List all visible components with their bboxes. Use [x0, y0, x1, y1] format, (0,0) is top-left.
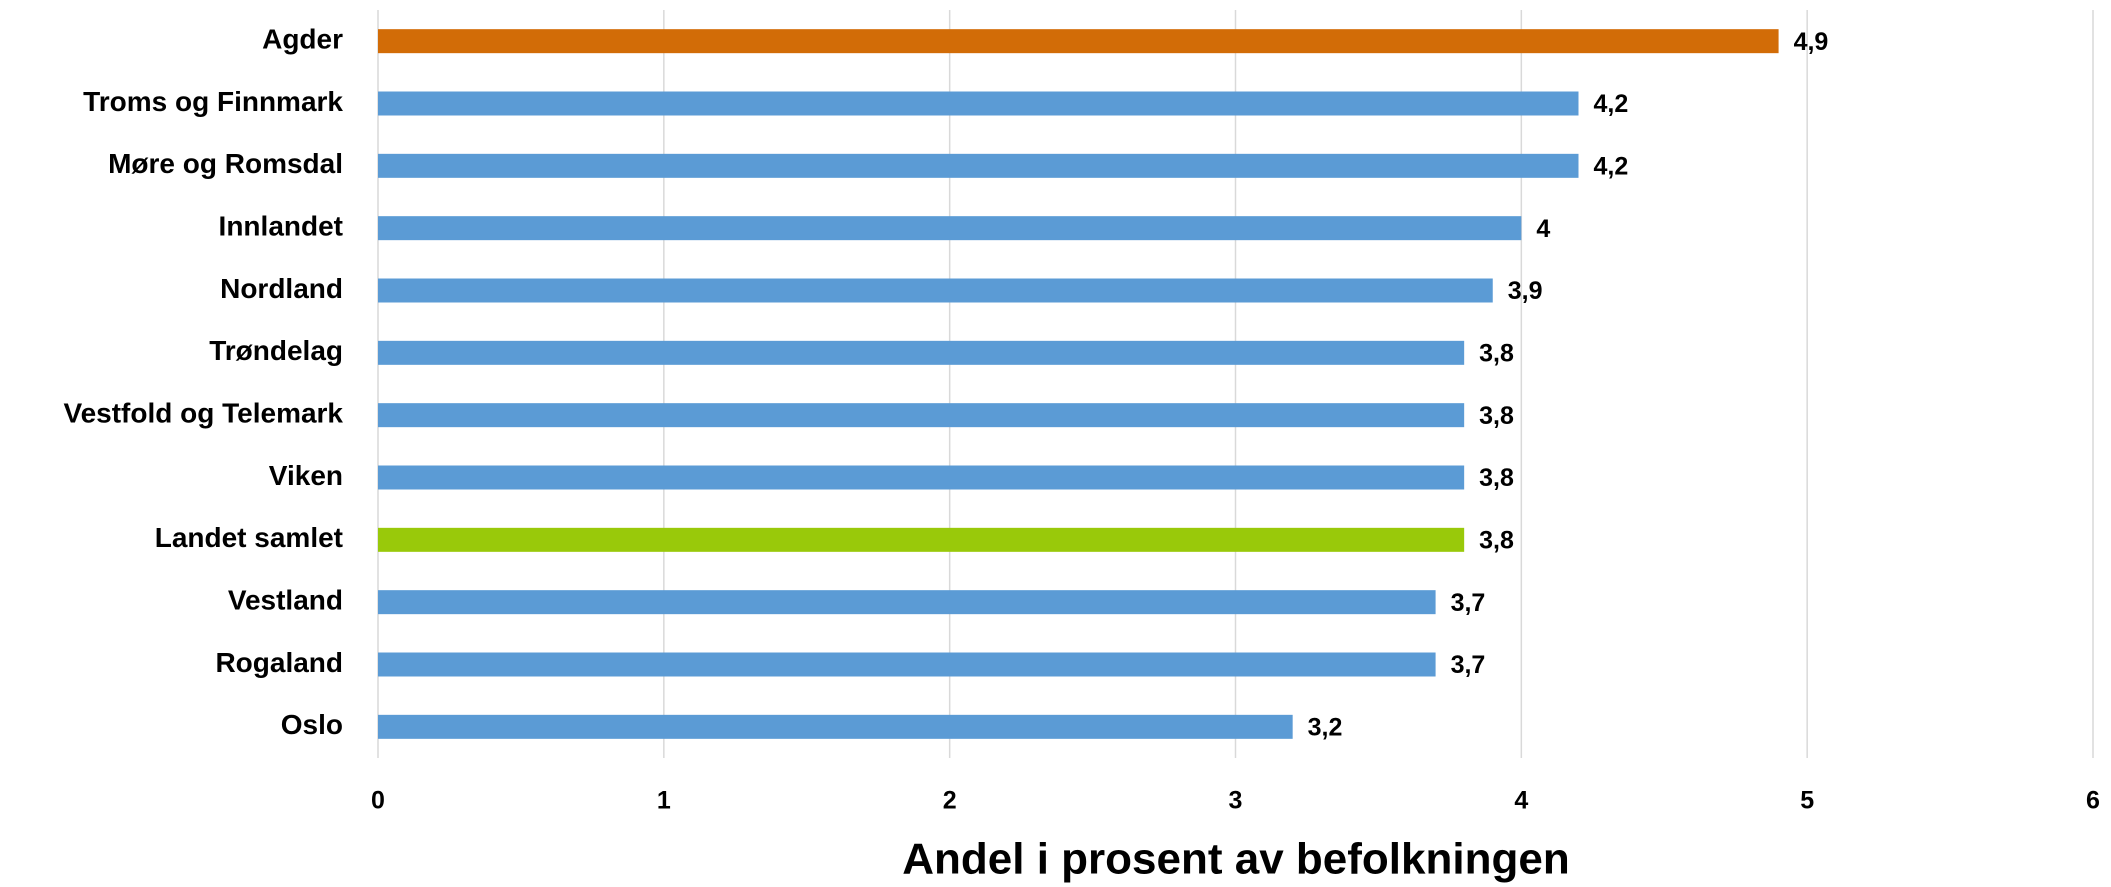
bar [378, 153, 1579, 178]
value-label: 4,9 [1794, 28, 1829, 56]
category-label: Møre og Romsdal [108, 148, 343, 179]
category-label: Oslo [281, 709, 343, 740]
x-tick-label: 0 [371, 787, 385, 815]
value-label: 3,7 [1451, 651, 1486, 679]
bar [378, 465, 1465, 490]
value-label: 3,8 [1479, 464, 1514, 492]
bar [378, 340, 1465, 365]
bar [378, 216, 1522, 241]
value-label: 3,2 [1308, 713, 1343, 741]
x-tick-label: 2 [943, 787, 957, 815]
category-label: Vestland [228, 585, 343, 616]
value-label: 3,7 [1451, 589, 1486, 617]
category-label: Vestfold og Telemark [63, 398, 343, 429]
category-label: Trøndelag [209, 335, 343, 366]
value-label: 3,8 [1479, 526, 1514, 554]
x-tick-label: 1 [657, 787, 671, 815]
category-label: Nordland [220, 273, 343, 304]
value-label: 3,8 [1479, 339, 1514, 367]
x-tick-label: 6 [2086, 787, 2100, 815]
x-tick-label: 4 [1514, 787, 1528, 815]
value-label: 4,2 [1594, 152, 1629, 180]
bar [378, 403, 1465, 428]
category-label: Agder [262, 24, 343, 55]
category-label: Landet samlet [155, 522, 343, 553]
bar [378, 652, 1436, 677]
category-label: Viken [269, 460, 343, 491]
value-label: 4,2 [1594, 90, 1629, 118]
x-axis-title: Andel i prosent av befolkningen [902, 835, 1569, 884]
category-label: Innlandet [219, 211, 343, 242]
bar [378, 91, 1579, 116]
bar [378, 29, 1779, 54]
value-label: 4 [1536, 215, 1550, 243]
value-label: 3,9 [1508, 277, 1543, 305]
bar [378, 590, 1436, 615]
x-tick-label: 5 [1800, 787, 1814, 815]
x-tick-label: 3 [1229, 787, 1243, 815]
bar [378, 714, 1293, 739]
bar [378, 527, 1465, 552]
category-label: Rogaland [215, 647, 343, 678]
category-label: Troms og Finnmark [83, 86, 343, 117]
bar [378, 278, 1493, 303]
value-label: 3,8 [1479, 402, 1514, 430]
